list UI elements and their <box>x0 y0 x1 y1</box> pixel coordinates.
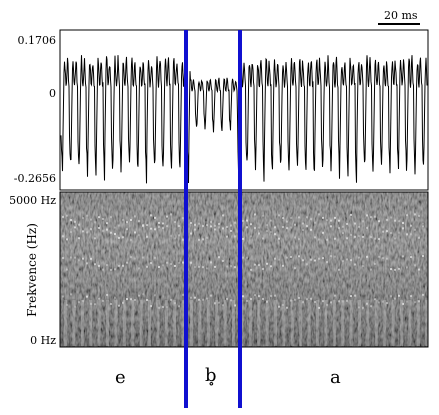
segment-label: b̥ <box>205 365 217 386</box>
spectrogram-y-top-label: 5000 Hz <box>9 194 56 207</box>
spectrogram-panel <box>60 192 428 347</box>
waveform-y-max-label: 0.1706 <box>17 34 57 47</box>
waveform-y-min-label: -0.2656 <box>13 172 56 185</box>
segment-label: e <box>115 367 126 388</box>
spectrogram-frame <box>59 191 429 348</box>
spectrogram-axis-title: Frekvence (Hz) <box>25 223 39 317</box>
spectrogram-y-bottom-label: 0 Hz <box>30 334 56 347</box>
segment-label: a <box>330 367 341 388</box>
waveform-trace <box>60 55 428 184</box>
scale-bar-label: 20 ms <box>384 9 418 22</box>
waveform-y-zero-label: 0 <box>49 87 56 100</box>
